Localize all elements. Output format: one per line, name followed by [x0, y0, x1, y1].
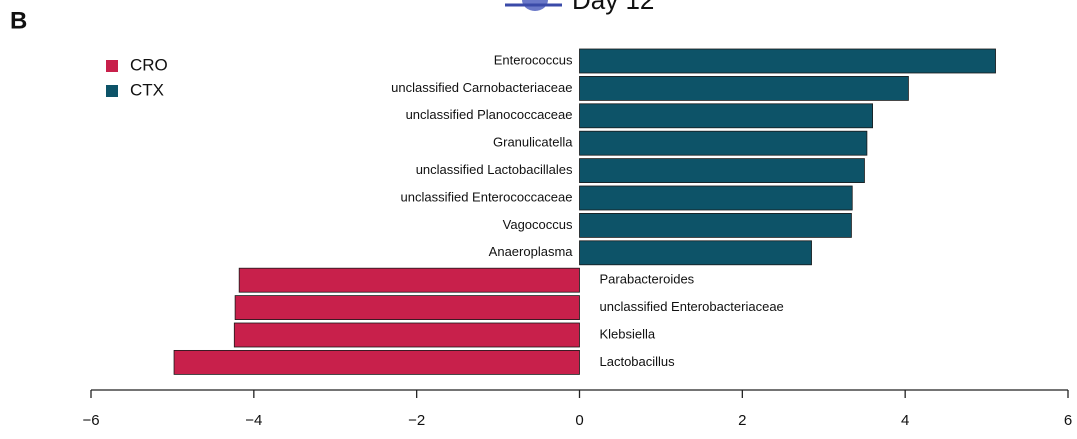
category-label: unclassified Carnobacteriaceae [391, 80, 572, 95]
panel-label: B [10, 7, 27, 34]
bar [579, 212, 852, 238]
bar [233, 322, 580, 348]
legend-swatch [106, 60, 118, 72]
category-label: Parabacteroides [600, 272, 695, 287]
x-tick-label: −6 [82, 412, 99, 429]
category-label: unclassified Enterococcaceae [401, 189, 573, 204]
x-tick-label: −4 [245, 412, 262, 429]
bar [238, 267, 580, 293]
category-label: Klebsiella [600, 326, 656, 341]
category-label: unclassified Planococcaceae [406, 107, 573, 122]
x-tick-label: 6 [1064, 412, 1072, 429]
x-tick-label: 4 [901, 412, 909, 429]
category-label: Vagococcus [503, 217, 573, 232]
legend-label: CTX [130, 80, 164, 99]
bar [579, 103, 874, 129]
bar [579, 158, 865, 184]
x-tick-label: 0 [575, 412, 583, 429]
top-legend-text: Day 12 [572, 0, 654, 15]
bar [579, 76, 909, 101]
bar [234, 295, 580, 321]
legend-label: CRO [130, 55, 168, 74]
bar [579, 240, 812, 266]
category-label: Lactobacillus [600, 354, 676, 369]
category-label: unclassified Lactobacillales [416, 162, 573, 177]
bar [579, 130, 868, 156]
bar [579, 185, 853, 211]
category-label: Enterococcus [494, 52, 573, 67]
bar [579, 48, 996, 74]
x-tick-label: −2 [408, 412, 425, 429]
category-label: Anaeroplasma [489, 244, 574, 259]
x-tick-label: 2 [738, 412, 746, 429]
category-label: Granulicatella [493, 135, 573, 150]
category-label: unclassified Enterobacteriaceae [600, 299, 784, 314]
legend-swatch [106, 85, 118, 97]
bar [173, 349, 580, 375]
